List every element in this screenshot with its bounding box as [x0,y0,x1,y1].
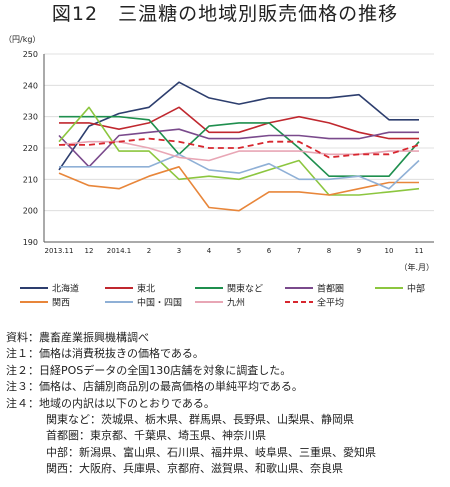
y-tick-label: 230 [23,113,38,122]
y-tick-label: 210 [23,175,38,184]
note-line: 注１：価格は消費税抜きの価格である。 [6,347,204,361]
note-line: 注４：地域の内訳は以下のとおりである。 [6,396,215,410]
legend-label: 北海道 [52,283,79,295]
series-line-8 [59,137,420,159]
x-tick-label: 2 [147,247,151,255]
y-tick-label: 220 [23,144,38,153]
x-tick-label: 4 [207,247,212,255]
note-line: 資料：農畜産業振興機構調べ [6,331,149,344]
x-tick-label: 12 [85,247,94,255]
series-line-5 [58,166,419,212]
x-tick-label: 5 [237,247,241,255]
note-line: 注２：日経POSデータの全国130店舗を対象に調査した。 [6,363,292,377]
x-tick-label: 9 [357,247,361,255]
series-line-1 [59,106,419,140]
y-unit-label: （円/kg） [4,35,40,44]
legend-label: 中部 [407,283,425,295]
legend-label: 全平均 [317,297,344,309]
chart-title: 図12 三温糖の地域別販売価格の推移 [51,3,399,25]
y-tick-label: 200 [23,207,38,216]
x-tick-label: 11 [415,247,424,255]
x-tick-label: 10 [385,247,394,255]
series-line-3 [58,128,419,168]
legend-label: 九州 [227,298,245,309]
series-line-0 [58,81,419,171]
note-line: 中部：新潟県、富山県、石川県、福井県、岐阜県、三重県、愛知県 [46,445,376,459]
series-line-7 [58,140,419,162]
y-tick-label: 190 [23,238,38,247]
notes-section: 資料：農畜産業振興機構調べ注１：価格は消費税抜きの価格である。注２：日経POSデ… [6,330,446,478]
x-tick-label: 2014.1 [107,247,132,255]
y-tick-label: 250 [23,50,38,59]
x-tick-label: 3 [177,247,181,255]
series-line-4 [58,106,420,196]
note-line: 注３：価格は、店舗別商品別の最高価格の単純平均である。 [6,380,303,394]
legend-label: 東北 [137,283,155,295]
x-tick-label: 7 [297,247,301,255]
note-line: 関東など：茨城県、栃木県、群馬県、長野県、山梨県、静岡県 [46,413,354,427]
x-unit-label: （年.月） [399,262,434,272]
x-tick-label: 2013.11 [45,247,74,255]
y-tick-label: 240 [23,81,38,90]
x-tick-label: 8 [327,247,331,255]
legend-label: 中国・四国 [137,297,182,309]
note-line: 関西：大阪府、兵庫県、京都府、滋賀県、和歌山県、奈良県 [46,462,343,476]
legend-label: 関東など [227,283,263,295]
x-tick-label: 6 [267,247,272,255]
note-line: 首都圏：東京都、千葉県、埼玉県、神奈川県 [46,429,266,443]
series-line-6 [59,153,420,190]
legend-label: 関西 [52,298,70,309]
legend-label: 首都圏 [317,283,344,295]
